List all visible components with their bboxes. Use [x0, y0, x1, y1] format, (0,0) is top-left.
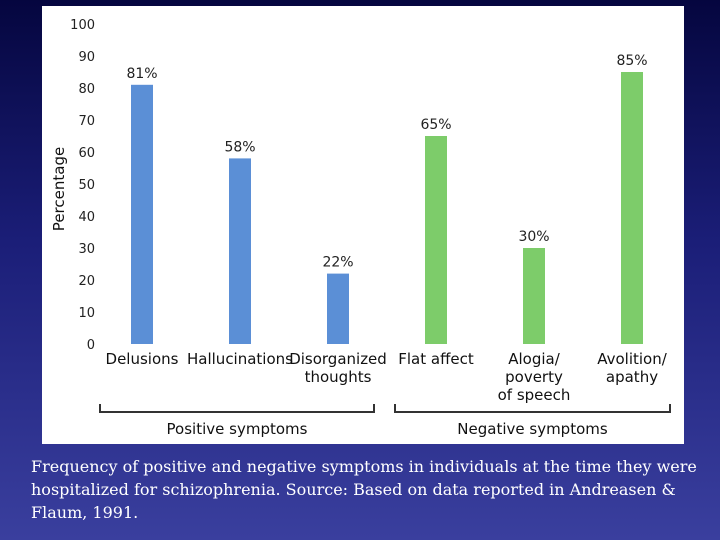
category-label-line: Flat affect	[398, 350, 474, 368]
bar-5	[621, 72, 643, 344]
value-label: 22%	[322, 255, 353, 271]
category-label-line: Disorganized	[289, 350, 387, 368]
value-label: 65%	[420, 117, 451, 133]
category-label-line: poverty	[505, 368, 563, 386]
y-tick-label: 40	[78, 210, 95, 225]
y-tick-label: 100	[70, 18, 95, 33]
y-tick-label: 50	[78, 178, 95, 193]
value-label: 81%	[126, 66, 157, 82]
category-label-line: Alogia/	[508, 350, 560, 368]
y-tick-label: 90	[78, 50, 95, 65]
category-label-line: thoughts	[305, 368, 372, 386]
y-axis-ticks: 0 10 20 30 40 50 60 70 80 90 100	[70, 18, 95, 353]
y-tick-label: 70	[78, 114, 95, 129]
category-label-line: Avolition/	[597, 350, 668, 368]
bar-chart: Percentage 0 10 20 30 40 50 60 70 80 90 100 81% 58%…	[50, 18, 671, 438]
category-label-line: apathy	[606, 368, 658, 386]
value-label: 30%	[518, 229, 549, 245]
value-label: 58%	[224, 139, 255, 155]
y-tick-label: 10	[78, 306, 95, 321]
group-bracket	[99, 404, 375, 413]
y-tick-label: 0	[87, 338, 95, 353]
bar-2	[327, 273, 349, 344]
category-label: Flat affect	[398, 350, 474, 368]
group-bracket	[394, 404, 671, 413]
bar-3	[425, 136, 447, 344]
group-brackets: Positive symptoms Negative symptoms	[99, 404, 671, 438]
category-label: Hallucinations	[187, 350, 293, 368]
y-tick-label: 20	[78, 274, 95, 289]
category-label: Alogia/poverty of speech	[498, 350, 571, 404]
bar-4	[523, 248, 545, 344]
category-label-line: Delusions	[106, 350, 179, 368]
y-axis-label: Percentage	[50, 147, 68, 231]
figure-caption: Frequency of positive and negative sympt…	[31, 457, 697, 522]
y-tick-label: 60	[78, 146, 95, 161]
value-labels: 81% 58% 22% 65% 30% 85%	[126, 53, 647, 271]
value-label: 85%	[616, 53, 647, 69]
y-tick-label: 80	[78, 82, 95, 97]
bar-0	[131, 84, 153, 345]
group-label: Positive symptoms	[167, 420, 308, 438]
y-tick-label: 30	[78, 242, 95, 257]
category-label-line: Hallucinations	[187, 350, 293, 368]
category-label-line: of speech	[498, 386, 571, 404]
category-label: Disorganized thoughts	[289, 350, 387, 386]
bar-1	[229, 158, 251, 344]
category-label: Avolition/apathy	[597, 350, 668, 386]
bars	[131, 72, 643, 345]
chart-panel: Percentage 0 10 20 30 40 50 60 70 80 90 100 81% 58%…	[42, 6, 684, 444]
group-label: Negative symptoms	[457, 420, 608, 438]
category-label: Delusions	[106, 350, 179, 368]
